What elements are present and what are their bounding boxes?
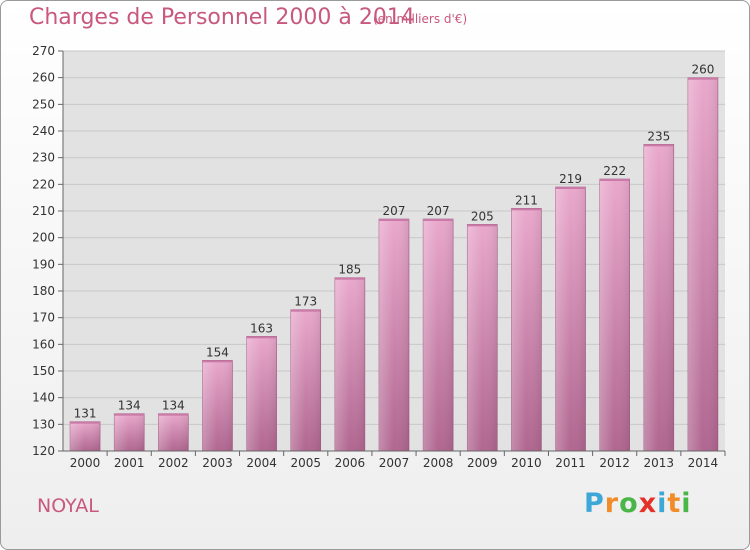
data-label: 207 [427,204,450,218]
chart-subtitle: (en milliers d'€) [373,12,468,26]
data-label: 207 [383,204,406,218]
data-label: 131 [74,407,97,421]
y-tick-label: 160 [32,337,55,351]
data-label: 134 [118,399,141,413]
bar-shine [202,360,233,451]
data-label: 163 [250,321,273,335]
bar-shine [334,277,365,451]
bar-shine [70,421,101,451]
bar-top [555,187,586,189]
x-tick-label: 2007 [379,456,410,470]
data-label: 154 [206,345,229,359]
bar-top [114,413,145,416]
x-tick-label: 2008 [423,456,454,470]
x-tick-label: 2001 [114,456,145,470]
x-tick-label: 2011 [555,456,586,470]
bar-top [599,179,630,181]
bar-top [202,360,233,363]
bar-shine [158,413,189,451]
bar-top [158,413,189,416]
bar-shine [687,77,718,452]
bar-top [511,208,542,211]
x-tick-label: 2009 [467,456,498,470]
x-tick-label: 2013 [644,456,675,470]
y-tick-label: 200 [32,231,55,245]
x-tick-label: 2003 [202,456,233,470]
bar-top [246,336,277,339]
chart-title: Charges de Personnel 2000 à 2014 [29,5,415,30]
y-tick-label: 120 [32,444,55,458]
y-tick-label: 130 [32,417,55,431]
bar-top [643,144,674,147]
bar-shine [378,219,410,451]
bar-shine [467,224,498,451]
town-name: NOYAL [37,495,99,517]
x-tick-label: 2014 [688,456,719,470]
y-tick-label: 270 [32,44,55,58]
y-tick-label: 230 [32,151,55,165]
data-label: 260 [691,63,714,77]
bar-chart: 120 130 140 150 160 170 180 190 200 210 220 230 240 2… [32,44,726,470]
data-label: 219 [559,172,582,186]
data-label: 235 [647,129,670,143]
bar-top [687,77,718,80]
proxiti-logo[interactable]: Proxiti [584,488,692,519]
data-label: 222 [603,164,626,178]
bar-shine [246,336,277,451]
x-tick-label: 2005 [290,456,321,470]
y-tick-label: 180 [32,284,55,298]
data-label: 173 [294,295,317,309]
data-label: 211 [515,193,538,207]
x-tick-label: 2002 [158,456,189,470]
y-tick-label: 140 [32,391,55,405]
bar-top [290,309,321,312]
y-tick-label: 260 [32,71,55,85]
bar-shine [423,219,454,451]
y-tick-label: 220 [32,177,55,191]
x-tick-label: 2000 [70,456,101,470]
bar-top [378,219,410,221]
y-tick-label: 170 [32,311,55,325]
bar-shine [114,413,145,451]
x-tick-label: 2012 [599,456,630,470]
data-label: 134 [162,399,185,413]
data-label: 205 [471,209,494,223]
y-tick-label: 150 [32,364,55,378]
y-tick-label: 250 [32,97,55,111]
bar-shine [290,309,321,451]
bar-shine [599,179,630,451]
data-label: 185 [338,263,361,277]
bar-shine [555,187,586,451]
x-tick-label: 2006 [335,456,366,470]
x-tick-label: 2004 [246,456,277,470]
bar-top [334,277,365,280]
y-tick-label: 190 [32,257,55,271]
bar-shine [643,144,674,452]
bar-top [70,421,101,424]
bar-shine [511,208,542,451]
y-tick-label: 240 [32,124,55,138]
bar-top [467,224,498,227]
bar-top [423,219,454,221]
x-tick-label: 2010 [511,456,542,470]
y-tick-label: 210 [32,204,55,218]
